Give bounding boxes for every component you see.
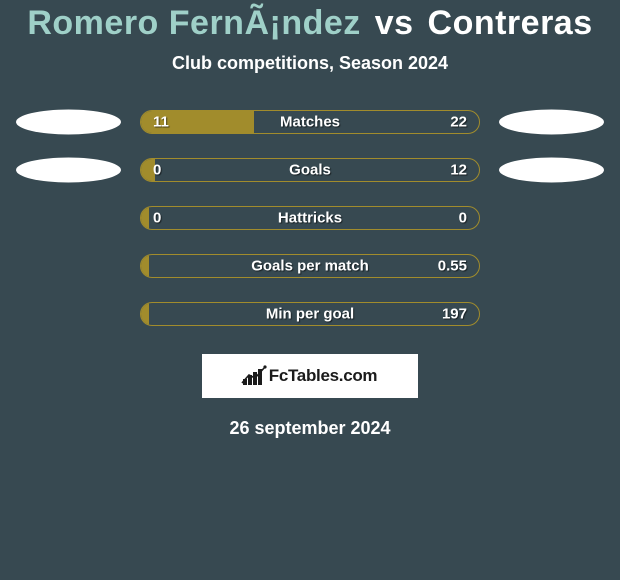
brand-logo-box: FcTables.com [202, 354, 418, 398]
stat-row: 197 Min per goal [10, 302, 610, 326]
player1-ellipse [16, 158, 121, 183]
stat-rows: 11 22 Matches 0 12 Goals 0 0 Hattricks 0.55 Goals … [0, 110, 620, 326]
stat-value-right: 0.55 [438, 258, 467, 275]
stat-value-right: 22 [450, 114, 467, 131]
stat-label: Goals per match [251, 258, 369, 275]
subtitle: Club competitions, Season 2024 [0, 53, 620, 74]
bar-fill-left [141, 255, 149, 277]
stat-row: 0 0 Hattricks [10, 206, 610, 230]
infographic-root: Romero FernÃ¡ndez vs Contreras Club comp… [0, 0, 620, 580]
stat-value-right: 0 [459, 210, 467, 227]
stat-label: Matches [280, 114, 340, 131]
stat-row: 11 22 Matches [10, 110, 610, 134]
stat-bar: 197 Min per goal [140, 302, 480, 326]
stat-bar: 0 12 Goals [140, 158, 480, 182]
page-title: Romero FernÃ¡ndez vs Contreras [0, 4, 620, 43]
stat-label: Min per goal [266, 306, 354, 323]
player2-ellipse [499, 110, 604, 135]
player2-ellipse [499, 158, 604, 183]
player2-name: Contreras [428, 4, 593, 42]
date-label: 26 september 2024 [0, 418, 620, 439]
stat-row: 0.55 Goals per match [10, 254, 610, 278]
stat-label: Goals [289, 162, 331, 179]
bar-fill-left [141, 303, 149, 325]
stat-value-right: 197 [442, 306, 467, 323]
player1-ellipse [16, 110, 121, 135]
stat-bar: 11 22 Matches [140, 110, 480, 134]
stat-value-right: 12 [450, 162, 467, 179]
stat-label: Hattricks [278, 210, 342, 227]
bar-fill-left [141, 207, 149, 229]
stat-value-left: 11 [153, 114, 169, 131]
stat-value-left: 0 [153, 162, 161, 179]
player1-name: Romero FernÃ¡ndez [27, 4, 360, 42]
stat-row: 0 12 Goals [10, 158, 610, 182]
bar-chart-icon [243, 367, 265, 385]
vs-label: vs [375, 4, 414, 42]
brand-text: FcTables.com [269, 366, 378, 386]
stat-bar: 0 0 Hattricks [140, 206, 480, 230]
stat-bar: 0.55 Goals per match [140, 254, 480, 278]
stat-value-left: 0 [153, 210, 161, 227]
